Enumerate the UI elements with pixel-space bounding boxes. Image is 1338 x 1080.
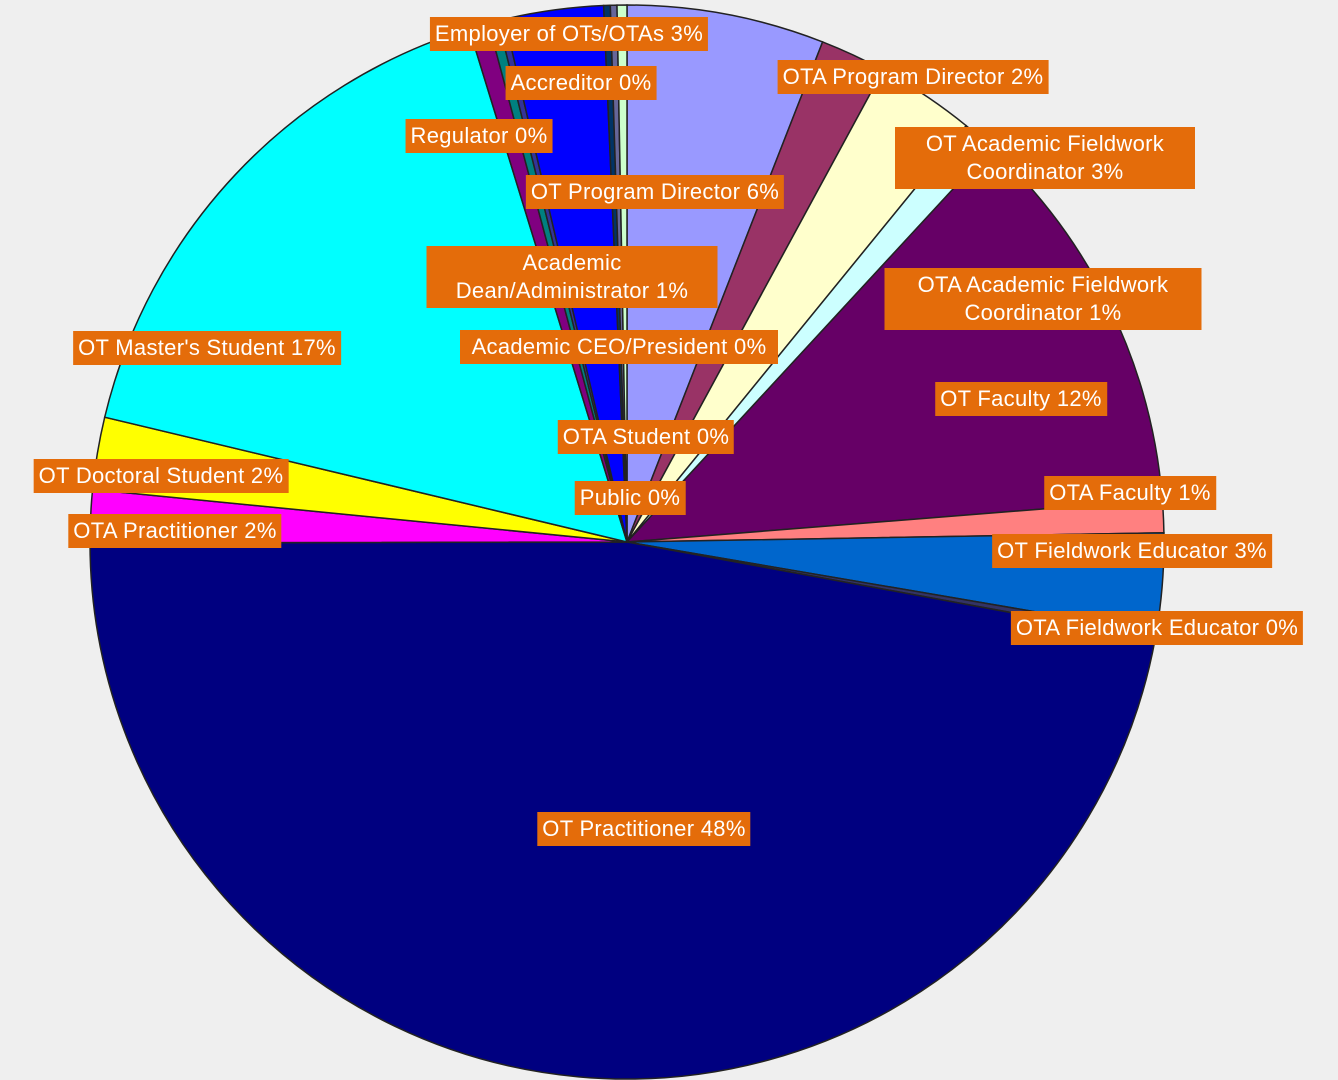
value-label: 12%	[1056, 386, 1102, 411]
category-name: OT Practitioner	[542, 816, 695, 841]
category-name: OT Faculty	[940, 386, 1051, 411]
category-name: OTA Practitioner	[73, 518, 238, 543]
data-label: OTA Academic Fieldwork Coordinator 1%	[884, 268, 1202, 330]
category-name: OTA Student	[562, 424, 691, 449]
value-label: 0%	[696, 424, 730, 449]
category-name: Accreditor	[510, 70, 613, 95]
value-label: 0%	[647, 485, 681, 510]
data-label: OTA Practitioner 2%	[68, 514, 282, 548]
value-label: 48%	[700, 816, 746, 841]
value-label: 17%	[290, 335, 336, 360]
category-name: Employer of OTs/OTAs	[434, 21, 665, 46]
data-label: OT Master's Student 17%	[73, 331, 341, 365]
data-label: Academic CEO/President 0%	[460, 330, 778, 364]
category-name: OT Fieldwork Educator	[997, 538, 1229, 563]
category-name: Public	[579, 485, 642, 510]
category-name: OTA Fieldwork Educator	[1015, 615, 1260, 640]
data-label: Accreditor 0%	[505, 66, 657, 100]
value-label: 3%	[1234, 538, 1267, 563]
data-label: OT Program Director 6%	[525, 175, 785, 209]
data-label: OT Academic Fieldwork Coordinator 3%	[895, 127, 1195, 189]
data-label: OTA Fieldwork Educator 0%	[1010, 611, 1304, 645]
data-label: OT Doctoral Student 2%	[33, 459, 289, 493]
slice	[89, 541, 1157, 1080]
slice	[626, 4, 824, 543]
value-label: 1%	[1178, 480, 1211, 505]
value-label: 0%	[515, 123, 548, 148]
value-label: 6%	[746, 179, 780, 204]
value-label: 1%	[1089, 300, 1122, 325]
category-name: OT Master's Student	[78, 335, 285, 360]
category-name: OTA Faculty	[1049, 480, 1172, 505]
value-label: 2%	[244, 518, 277, 543]
value-label: 0%	[619, 70, 652, 95]
category-name: Regulator	[410, 123, 509, 148]
category-name: OT Doctoral Student	[38, 463, 245, 488]
data-label: Academic Dean/Administrator 1%	[426, 246, 718, 308]
value-label: 3%	[1091, 159, 1124, 184]
category-name: Academic CEO/President	[471, 334, 728, 359]
category-name: Academic Dean/Administrator	[455, 250, 650, 303]
data-label: Public 0%	[574, 481, 686, 515]
data-label: Regulator 0%	[405, 119, 553, 153]
value-label: 0%	[734, 334, 767, 359]
data-label: Employer of OTs/OTAs 3%	[429, 17, 709, 51]
data-label: OTA Program Director 2%	[777, 60, 1049, 94]
value-label: 2%	[250, 463, 284, 488]
data-label: OTA Student 0%	[557, 420, 735, 454]
data-label: OTA Faculty 1%	[1044, 476, 1216, 510]
value-label: 3%	[670, 21, 704, 46]
category-name: OT Academic Fieldwork Coordinator	[925, 131, 1165, 184]
value-label: 2%	[1011, 64, 1044, 89]
data-label: OT Faculty 12%	[935, 382, 1107, 416]
category-name: OTA Academic Fieldwork Coordinator	[917, 272, 1169, 325]
data-label: OT Fieldwork Educator 3%	[992, 534, 1272, 568]
category-name: OTA Program Director	[782, 64, 1005, 89]
value-label: 0%	[1265, 615, 1299, 640]
category-name: OT Program Director	[530, 179, 741, 204]
value-label: 1%	[655, 278, 689, 303]
data-label: OT Practitioner 48%	[537, 812, 751, 846]
